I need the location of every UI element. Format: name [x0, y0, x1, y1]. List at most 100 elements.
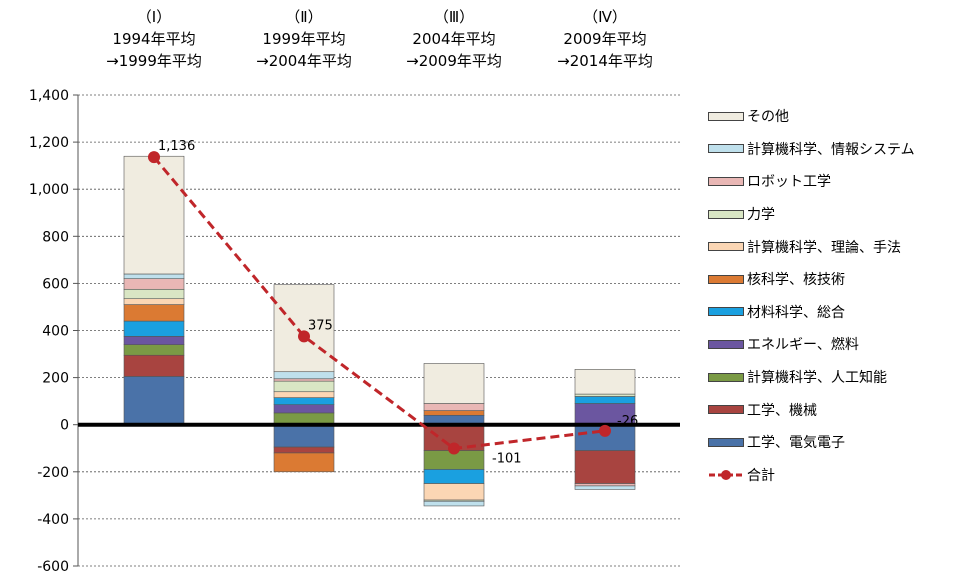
- bar-segment: [574, 450, 636, 484]
- legend-swatch: [708, 144, 744, 154]
- bar-segment: [273, 378, 335, 382]
- bar-segment: [574, 393, 636, 397]
- legend-item: 工学、電気電子: [708, 426, 966, 459]
- bar-segment: [123, 344, 185, 356]
- total-point: [448, 442, 460, 455]
- bar-segment: [123, 304, 185, 322]
- bar-segment: [273, 371, 335, 380]
- legend-item: その他: [708, 100, 966, 133]
- bar-segment: [273, 284, 335, 373]
- y-tick-label: 400: [42, 324, 69, 340]
- y-tick-label: 1,400: [29, 88, 69, 104]
- bar-segment: [423, 500, 485, 507]
- category-label-line1: 2009年平均: [563, 30, 647, 48]
- total-point: [599, 424, 611, 437]
- total-point: [298, 330, 310, 343]
- legend-label: ロボット工学: [747, 174, 831, 191]
- total-line-series: 1,136 375 -101 -26: [148, 139, 638, 466]
- legend-item: 計算機科学、人工知能: [708, 361, 966, 394]
- total-data-label: 1,136: [158, 139, 195, 154]
- bar-segment: [123, 336, 185, 345]
- legend-label: その他: [747, 109, 789, 126]
- category-label-line2: →1999年平均: [106, 52, 202, 70]
- category-label: （Ⅳ） 2009年平均 →2014年平均: [530, 6, 680, 72]
- bar-segment: [123, 155, 185, 275]
- legend-swatch: [708, 339, 744, 349]
- bar-segment: [123, 354, 185, 377]
- legend-line-swatch: [709, 469, 743, 480]
- legend-swatch: [708, 111, 744, 121]
- category-label-roman: （Ⅳ）: [583, 8, 627, 26]
- legend-label: 合計: [747, 467, 775, 484]
- y-tick-label: 1,000: [29, 182, 69, 198]
- legend-item: 計算機科学、情報システム: [708, 133, 966, 166]
- category-label-line1: 2004年平均: [412, 30, 496, 48]
- bar-segment: [423, 469, 485, 484]
- legend-item: 材料科学、総合: [708, 296, 966, 329]
- legend-item-total: 合計: [708, 459, 966, 492]
- category-label-line2: →2004年平均: [256, 52, 352, 70]
- bar-segment: [273, 397, 335, 405]
- bar-segment: [123, 288, 185, 300]
- legend-swatch: [708, 176, 744, 186]
- y-tick-label: 1,200: [29, 135, 69, 151]
- bar-segment: [574, 396, 636, 404]
- legend-label: エネルギー、燃料: [747, 337, 859, 354]
- legend-label: 工学、機械: [747, 402, 817, 419]
- category-label: （Ⅲ） 2004年平均 →2009年平均: [379, 6, 529, 72]
- category-label-line1: 1999年平均: [262, 30, 346, 48]
- y-tick-label: -600: [37, 559, 69, 575]
- legend-label: 核科学、核技術: [747, 272, 845, 289]
- bar-segment: [423, 403, 485, 411]
- bar-segment: [423, 363, 485, 404]
- bar-segment: [273, 452, 335, 473]
- total-line: [152, 156, 606, 451]
- bar-segment: [123, 273, 185, 279]
- total-data-label: -26: [617, 414, 638, 429]
- legend-label: 計算機科学、情報システム: [747, 141, 915, 158]
- legend-item: 工学、機械: [708, 393, 966, 426]
- y-tick-label: -400: [37, 512, 69, 528]
- bar-segment: [123, 376, 185, 425]
- y-tick-label: 600: [42, 276, 69, 292]
- total-point: [148, 151, 160, 164]
- legend-swatch: [708, 405, 744, 415]
- bar-segment: [273, 424, 335, 448]
- legend-label: 計算機科学、人工知能: [747, 370, 887, 387]
- legend: その他計算機科学、情報システム ロボット工学 力学計算機科学、理論、手法 核科学、核技…: [708, 100, 966, 491]
- bar-segment: [273, 380, 335, 393]
- legend-item: 核科学、核技術: [708, 263, 966, 296]
- legend-swatch: [708, 209, 744, 219]
- bar-segment: [574, 369, 636, 395]
- total-data-label: -101: [492, 451, 522, 466]
- bar-segment: [423, 483, 485, 501]
- bar-segment: [423, 410, 485, 416]
- legend-item: 計算機科学、理論、手法: [708, 230, 966, 263]
- bar-segment: [123, 298, 185, 305]
- legend-item: ロボット工学: [708, 165, 966, 198]
- bar-segment: [273, 404, 335, 414]
- legend-label: 計算機科学、理論、手法: [747, 239, 901, 256]
- legend-swatch: [708, 307, 744, 317]
- category-label-roman: （Ⅱ）: [285, 8, 323, 26]
- bar-segment: [574, 483, 636, 487]
- y-tick-label: 0: [60, 418, 69, 434]
- bar-segment: [574, 485, 636, 490]
- bar-segment: [123, 278, 185, 290]
- category-label: （Ⅰ） 1994年平均 →1999年平均: [79, 6, 229, 72]
- bar-segment: [273, 391, 335, 398]
- bar-segment: [273, 446, 335, 454]
- category-label-line2: →2009年平均: [406, 52, 502, 70]
- y-tick-label: 200: [42, 371, 69, 387]
- legend-label: 工学、電気電子: [747, 435, 845, 452]
- total-data-label: 375: [308, 318, 333, 333]
- category-label-line1: 1994年平均: [112, 30, 196, 48]
- legend-label: 力学: [747, 207, 775, 224]
- category-label: （Ⅱ） 1999年平均 →2004年平均: [229, 6, 379, 72]
- legend-item: 力学: [708, 198, 966, 231]
- bar-stacks: [123, 155, 636, 507]
- y-axis: -600 -400 -200 0 200 400 600 800 1,000 1,200 1,400: [29, 88, 79, 575]
- bar-segment: [123, 320, 185, 337]
- category-label-roman: （Ⅲ）: [433, 8, 475, 26]
